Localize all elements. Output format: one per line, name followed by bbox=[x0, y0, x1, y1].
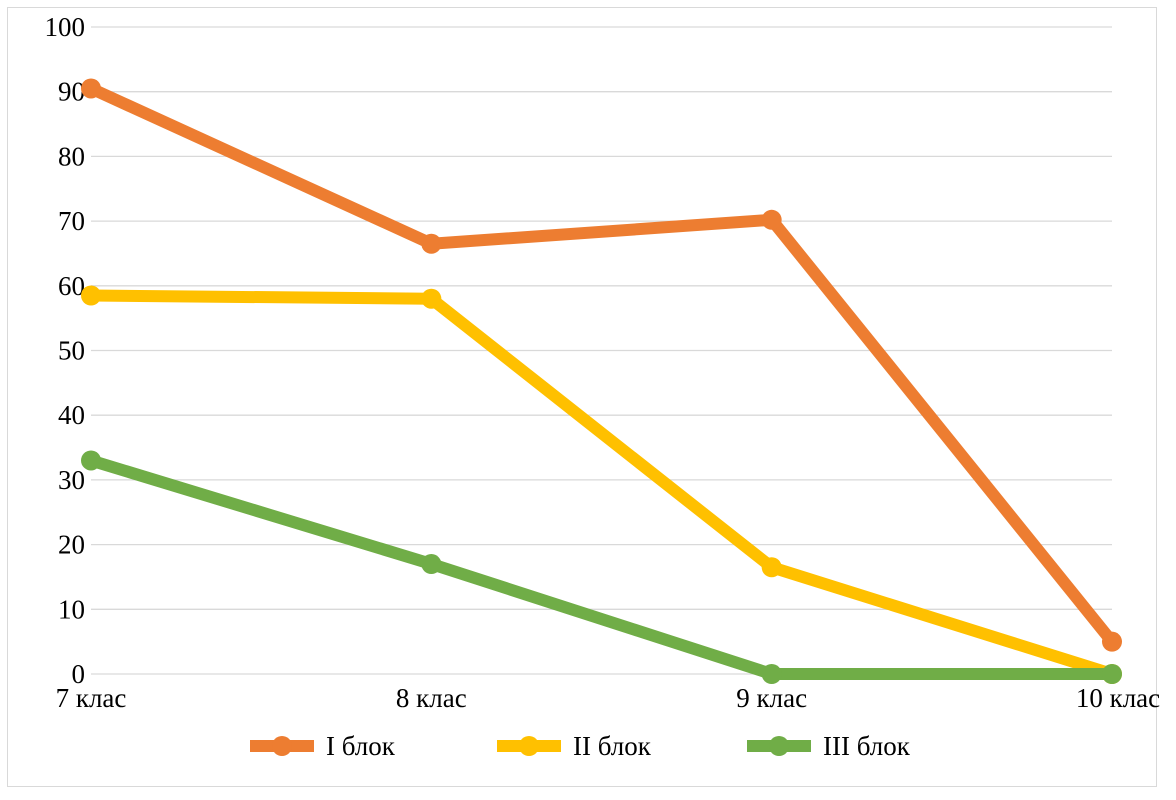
series-line bbox=[85, 82, 1118, 648]
data-point bbox=[1102, 631, 1122, 652]
y-tick-label: 60 bbox=[58, 271, 85, 301]
y-tick-label: 50 bbox=[58, 336, 85, 366]
legend-label: III блок bbox=[823, 731, 911, 761]
series bbox=[81, 78, 1122, 684]
data-point bbox=[761, 557, 782, 578]
legend-label: I блок bbox=[326, 731, 396, 761]
y-tick-label: 0 bbox=[72, 659, 86, 689]
data-point bbox=[81, 450, 101, 471]
y-tick-label: 100 bbox=[45, 12, 86, 42]
series-3 bbox=[81, 450, 1122, 684]
data-point bbox=[81, 78, 101, 99]
data-point bbox=[421, 233, 442, 254]
x-tick-label: 7 клас bbox=[56, 683, 127, 713]
legend-item: III блок bbox=[747, 731, 911, 761]
series-line bbox=[85, 289, 1118, 680]
x-tick-label: 9 клас bbox=[736, 683, 807, 713]
data-point bbox=[421, 554, 442, 575]
y-tick-label: 40 bbox=[58, 400, 85, 430]
data-point bbox=[421, 288, 442, 309]
legend-marker-icon bbox=[769, 736, 789, 756]
legend-marker-icon bbox=[519, 736, 539, 756]
y-tick-label: 70 bbox=[58, 206, 85, 236]
y-tick-label: 10 bbox=[58, 594, 85, 624]
data-point bbox=[761, 664, 782, 684]
y-tick-label: 30 bbox=[58, 465, 85, 495]
data-point bbox=[761, 209, 782, 230]
series-1 bbox=[81, 78, 1122, 652]
legend-marker-icon bbox=[272, 736, 292, 756]
y-tick-label: 80 bbox=[58, 141, 85, 171]
gridlines bbox=[91, 26, 1112, 675]
x-tick-label: 10 клас bbox=[1076, 683, 1160, 713]
legend-item: II блок bbox=[497, 731, 652, 761]
legend-label: II блок bbox=[573, 731, 652, 761]
x-tick-label: 8 клас bbox=[396, 683, 467, 713]
series-line bbox=[85, 454, 1118, 680]
x-axis-tick-labels: 7 клас 8 клас 9 клас 10 клас bbox=[56, 683, 1161, 713]
data-point bbox=[1102, 664, 1122, 684]
y-tick-label: 90 bbox=[58, 77, 85, 107]
legend-item: I блок bbox=[250, 731, 396, 761]
data-point bbox=[81, 285, 101, 306]
y-tick-label: 20 bbox=[58, 530, 85, 560]
y-axis-tick-labels: 0 10 20 30 40 50 60 70 80 90 100 bbox=[45, 12, 86, 689]
legend: I блок II блок III блок bbox=[250, 731, 911, 761]
